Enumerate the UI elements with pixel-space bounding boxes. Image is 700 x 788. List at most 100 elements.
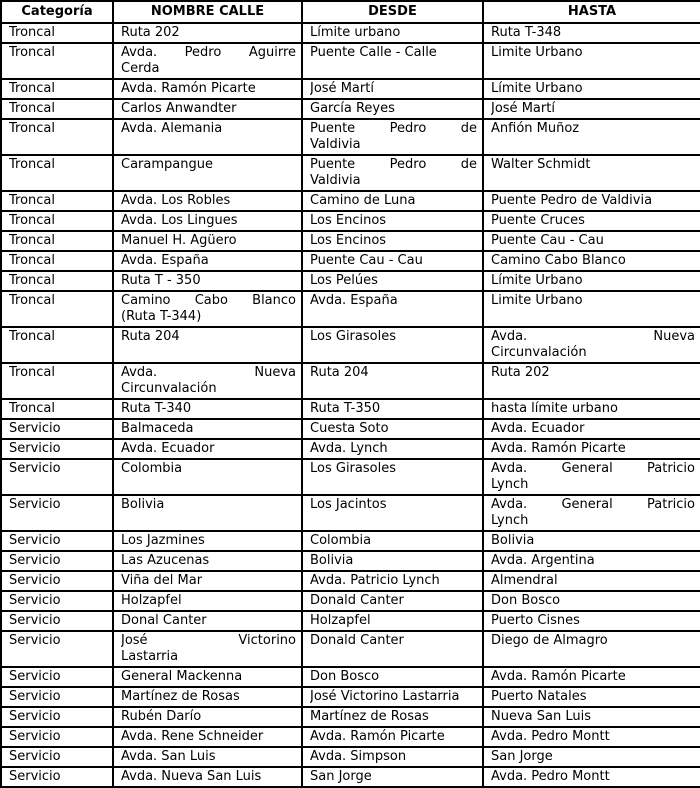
- table-body: Troncal Ruta 202 Límite urbano Ruta T-348 Tr…: [0, 22, 700, 788]
- cell-line: Servicio: [9, 769, 61, 784]
- cell-line: Avda. Alemania: [121, 121, 223, 136]
- cell-line: Servicio: [9, 441, 61, 456]
- cell-line: Avda. Nueva San Luis: [121, 769, 262, 784]
- cell-line: Servicio: [9, 553, 61, 568]
- cell-line: Puente Pedro de: [310, 157, 477, 172]
- table-cell-desde: Avda. Lynch: [301, 438, 484, 460]
- table-cell-hasta: Bolivia: [482, 530, 700, 552]
- cell-line: Lynch: [491, 477, 529, 492]
- table-cell-hasta: Ruta 202: [482, 362, 700, 400]
- cell-line: Troncal: [9, 401, 56, 416]
- table-cell-categoria: Servicio: [0, 418, 114, 440]
- cell-line: Troncal: [9, 25, 56, 40]
- cell-line: Don Bosco: [310, 669, 380, 684]
- table-cell-categoria: Troncal: [0, 230, 114, 252]
- cell-line: Avda. Ramón Picarte: [310, 729, 445, 744]
- cell-line: Troncal: [9, 121, 56, 136]
- cell-line: Troncal: [9, 193, 56, 208]
- table-cell-nombre_calle: Carlos Anwandter: [112, 98, 303, 120]
- cell-line: Avda. Ecuador: [121, 441, 215, 456]
- cell-line: Lynch: [491, 513, 529, 528]
- table-cell-desde: Puente Pedro de Valdivia: [301, 154, 484, 192]
- table-cell-nombre_calle: Avda. Rene Schneider: [112, 726, 303, 748]
- cell-line: Camino Cabo Blanco: [121, 293, 296, 308]
- table-cell-hasta: José Martí: [482, 98, 700, 120]
- table-cell-categoria: Servicio: [0, 590, 114, 612]
- table-cell-categoria: Servicio: [0, 766, 114, 788]
- table-cell-nombre_calle: Avda. Los Lingues: [112, 210, 303, 232]
- table-row: Troncal Ruta T-340 Ruta T-350 hasta límite …: [0, 398, 700, 420]
- table-cell-hasta: Camino Cabo Blanco: [482, 250, 700, 272]
- table-cell-desde: Los Girasoles: [301, 326, 484, 364]
- cell-line: Troncal: [9, 45, 56, 60]
- table-cell-nombre_calle: Rubén Darío: [112, 706, 303, 728]
- table-cell-desde: José Victorino Lastarria: [301, 686, 484, 708]
- cell-line: Ruta 204: [310, 365, 369, 380]
- table-cell-categoria: Troncal: [0, 326, 114, 364]
- cell-line: Limite Urbano: [491, 45, 583, 60]
- cell-line: Donald Canter: [310, 633, 404, 648]
- cell-line: Avda. Ecuador: [491, 421, 585, 436]
- table-cell-categoria: Servicio: [0, 458, 114, 496]
- table-cell-categoria: Troncal: [0, 270, 114, 292]
- table-cell-nombre_calle: José Victorino Lastarria: [112, 630, 303, 668]
- cell-line: Límite Urbano: [491, 81, 583, 96]
- cell-line: Avda. Nueva: [121, 365, 296, 380]
- cell-line: Servicio: [9, 749, 61, 764]
- cell-line: José Victorino Lastarria: [310, 689, 460, 704]
- table-row: Servicio Avda. San Luis Avda. Simpson San J…: [0, 746, 700, 768]
- cell-line: Servicio: [9, 497, 61, 512]
- cell-line: Ruta 202: [491, 365, 550, 380]
- cell-line: Servicio: [9, 421, 61, 436]
- cell-line: Viña del Mar: [121, 573, 203, 588]
- table-cell-nombre_calle: Avda. Nueva San Luis: [112, 766, 303, 788]
- cell-line: José Martí: [491, 101, 555, 116]
- table-cell-categoria: Servicio: [0, 530, 114, 552]
- cell-line: Puente Cau - Cau: [310, 253, 423, 268]
- cell-line: (Ruta T-344): [121, 309, 202, 324]
- table-cell-categoria: Servicio: [0, 630, 114, 668]
- table-cell-desde: Camino de Luna: [301, 190, 484, 212]
- table-cell-nombre_calle: Avda. España: [112, 250, 303, 272]
- table-cell-desde: Donald Canter: [301, 630, 484, 668]
- cell-line: Bolivia: [310, 553, 354, 568]
- table-cell-desde: Puente Pedro de Valdivia: [301, 118, 484, 156]
- cell-line: Servicio: [9, 669, 61, 684]
- table-cell-nombre_calle: Ruta T-340: [112, 398, 303, 420]
- cell-line: Avda. San Luis: [121, 749, 216, 764]
- table-row: Troncal Ruta T - 350 Los Pelúes Límite Urba…: [0, 270, 700, 292]
- table-cell-nombre_calle: Carampangue: [112, 154, 303, 192]
- cell-line: Los Girasoles: [310, 329, 396, 344]
- table-cell-hasta: Avda. General Patricio Lynch: [482, 458, 700, 496]
- table-cell-hasta: Avda. Ramón Picarte: [482, 666, 700, 688]
- table-row: Servicio Holzapfel Donald Canter Don Bosco: [0, 590, 700, 612]
- table-row: Troncal Avda. Nueva Circunvalación Ruta 204…: [0, 362, 700, 400]
- table-row: Troncal Avda. Los Robles Camino de Luna Pue…: [0, 190, 700, 212]
- table-cell-hasta: Limite Urbano: [482, 290, 700, 328]
- table-cell-hasta: Ruta T-348: [482, 22, 700, 44]
- table-cell-desde: Donald Canter: [301, 590, 484, 612]
- table-cell-hasta: Puerto Natales: [482, 686, 700, 708]
- cell-line: Troncal: [9, 273, 56, 288]
- table-cell-categoria: Troncal: [0, 118, 114, 156]
- table-row: Servicio General Mackenna Don Bosco Avda. R…: [0, 666, 700, 688]
- cell-line: Balmaceda: [121, 421, 194, 436]
- table-cell-nombre_calle: Ruta 204: [112, 326, 303, 364]
- cell-line: Ruta T-340: [121, 401, 192, 416]
- cell-line: Diego de Almagro: [491, 633, 608, 648]
- table-cell-hasta: Puente Cruces: [482, 210, 700, 232]
- table-row: Troncal Ruta 204 Los Girasoles Avda. Nueva C…: [0, 326, 700, 364]
- table-cell-desde: Los Encinos: [301, 210, 484, 232]
- cell-line: Valdivia: [310, 173, 361, 188]
- table-cell-hasta: Avda. Pedro Montt: [482, 766, 700, 788]
- cell-line: Puente Cau - Cau: [491, 233, 604, 248]
- table-cell-desde: José Martí: [301, 78, 484, 100]
- cell-line: Cerda: [121, 61, 160, 76]
- cell-line: Avda. Nueva: [491, 329, 695, 344]
- cell-line: Avda. España: [310, 293, 398, 308]
- table-cell-nombre_calle: Las Azucenas: [112, 550, 303, 572]
- table-cell-desde: Avda. España: [301, 290, 484, 328]
- table-cell-desde: Avda. Simpson: [301, 746, 484, 768]
- table-cell-categoria: Servicio: [0, 438, 114, 460]
